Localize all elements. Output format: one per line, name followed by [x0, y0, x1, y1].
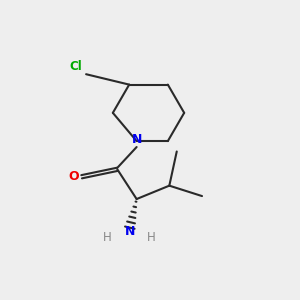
Text: H: H — [103, 231, 111, 244]
Text: Cl: Cl — [70, 60, 83, 73]
Text: O: O — [68, 170, 79, 183]
Text: N: N — [124, 225, 135, 238]
Text: H: H — [147, 231, 156, 244]
Text: N: N — [132, 133, 142, 146]
